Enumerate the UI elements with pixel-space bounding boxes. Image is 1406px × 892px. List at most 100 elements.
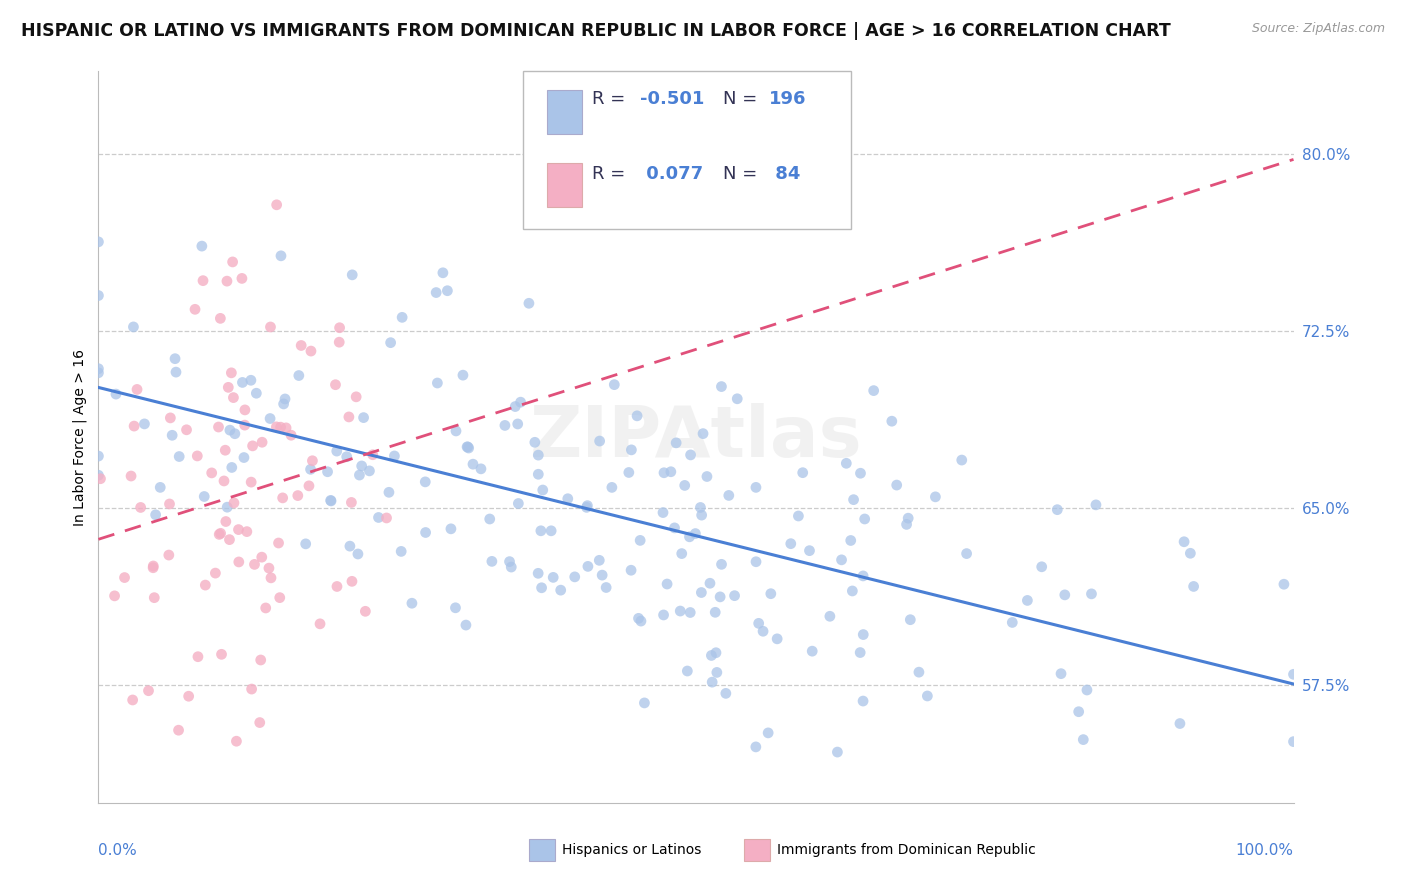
- Point: [87, 468, 110, 483]
- FancyBboxPatch shape: [523, 71, 852, 228]
- Point: [436, 284, 458, 298]
- Point: [671, 547, 693, 561]
- Point: [704, 646, 727, 660]
- Point: [233, 450, 256, 465]
- Point: [391, 310, 413, 325]
- Point: [440, 522, 463, 536]
- Point: [254, 601, 277, 615]
- Point: [752, 624, 775, 639]
- Point: [270, 420, 292, 434]
- FancyBboxPatch shape: [744, 839, 770, 862]
- Point: [208, 527, 231, 541]
- Point: [211, 648, 233, 662]
- Point: [508, 496, 530, 510]
- Text: N =: N =: [724, 90, 763, 108]
- Point: [756, 726, 779, 740]
- Point: [259, 411, 281, 425]
- Point: [350, 458, 373, 473]
- Point: [1182, 579, 1205, 593]
- Point: [1031, 559, 1053, 574]
- Point: [831, 553, 853, 567]
- Point: [1282, 667, 1305, 681]
- Point: [87, 45, 110, 60]
- Point: [215, 515, 238, 529]
- Point: [725, 392, 748, 406]
- Text: 84: 84: [769, 165, 800, 183]
- Point: [588, 434, 610, 448]
- Point: [652, 466, 675, 480]
- Point: [839, 533, 862, 548]
- Point: [696, 469, 718, 483]
- Point: [187, 649, 209, 664]
- Point: [451, 368, 474, 383]
- Point: [655, 577, 678, 591]
- Point: [745, 480, 768, 494]
- Point: [1168, 716, 1191, 731]
- Point: [222, 496, 245, 510]
- Point: [759, 587, 782, 601]
- Point: [122, 320, 145, 334]
- Point: [249, 715, 271, 730]
- Point: [299, 462, 322, 476]
- Point: [576, 559, 599, 574]
- Point: [342, 268, 364, 282]
- Point: [690, 508, 713, 522]
- Point: [236, 524, 259, 539]
- Point: [298, 479, 321, 493]
- Point: [530, 524, 553, 538]
- Point: [186, 449, 208, 463]
- Point: [326, 444, 349, 458]
- Point: [924, 490, 946, 504]
- Point: [692, 426, 714, 441]
- Point: [748, 616, 770, 631]
- Point: [260, 571, 283, 585]
- Point: [1067, 705, 1090, 719]
- Point: [250, 550, 273, 565]
- Point: [361, 448, 384, 462]
- Point: [329, 320, 352, 334]
- Text: -0.501: -0.501: [640, 90, 704, 108]
- Point: [87, 449, 110, 463]
- Text: 100.0%: 100.0%: [1236, 843, 1294, 858]
- Point: [231, 271, 253, 285]
- Point: [266, 420, 288, 434]
- Point: [540, 524, 562, 538]
- Point: [413, 475, 436, 489]
- Point: [710, 379, 733, 393]
- Point: [233, 418, 256, 433]
- Point: [138, 683, 160, 698]
- Point: [114, 570, 136, 584]
- Point: [221, 255, 243, 269]
- Text: 196: 196: [769, 90, 807, 108]
- Point: [134, 417, 156, 431]
- Point: [827, 745, 849, 759]
- Point: [87, 235, 110, 249]
- Point: [710, 558, 733, 572]
- Point: [177, 690, 200, 704]
- Point: [689, 500, 711, 515]
- Point: [818, 609, 841, 624]
- Point: [456, 440, 478, 454]
- Point: [659, 465, 682, 479]
- Text: HISPANIC OR LATINO VS IMMIGRANTS FROM DOMINICAN REPUBLIC IN LABOR FORCE | AGE > : HISPANIC OR LATINO VS IMMIGRANTS FROM DO…: [21, 22, 1171, 40]
- Point: [326, 579, 349, 593]
- Point: [201, 466, 224, 480]
- Point: [457, 441, 479, 455]
- Point: [853, 512, 876, 526]
- Point: [595, 581, 617, 595]
- Point: [676, 664, 699, 678]
- Point: [214, 443, 236, 458]
- Point: [288, 368, 311, 383]
- Point: [159, 497, 181, 511]
- Point: [1080, 587, 1102, 601]
- Point: [340, 495, 363, 509]
- Point: [193, 490, 215, 504]
- Point: [1084, 498, 1107, 512]
- Point: [880, 414, 903, 428]
- Point: [191, 239, 214, 253]
- Point: [354, 604, 377, 618]
- Point: [231, 376, 253, 390]
- Text: Immigrants from Dominican Republic: Immigrants from Dominican Republic: [778, 843, 1036, 857]
- Point: [415, 525, 437, 540]
- Point: [517, 296, 540, 310]
